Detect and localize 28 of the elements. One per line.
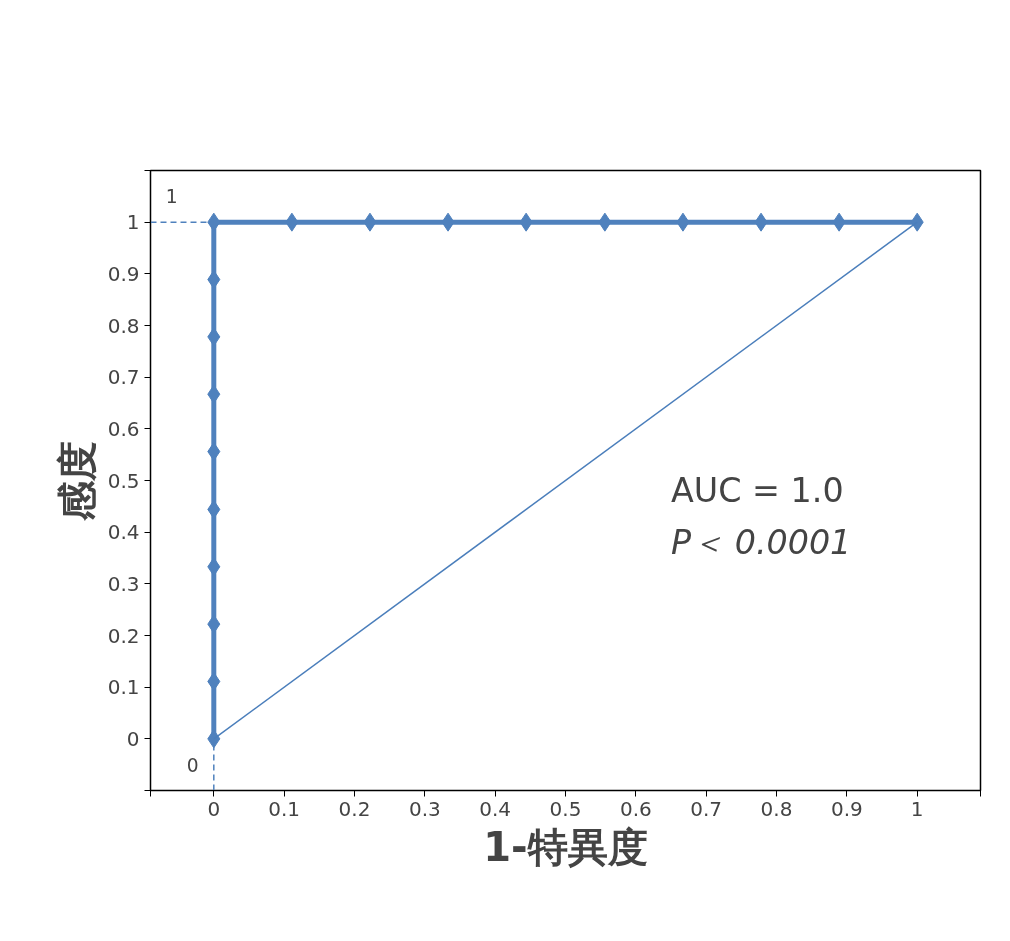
annotation: P＜ 0.0001 [671, 523, 852, 562]
y-tick-label: 0.8 [107, 313, 140, 338]
x-tick-label: 1 [910, 796, 924, 821]
x-tick-label: 0.5 [549, 796, 582, 821]
y-tick-label: 0.7 [107, 365, 140, 390]
y-tick-label: 0.4 [107, 520, 140, 545]
x-tick-label: 0.3 [408, 796, 441, 821]
y-tick-label: 0.5 [107, 468, 140, 493]
y-tick-label: 1 [126, 210, 140, 235]
x-tick-label: 0.9 [830, 796, 863, 821]
y-tick-label: 0.6 [107, 416, 140, 441]
x-tick-label: 0 [207, 796, 221, 821]
y-tick-label: 0.2 [107, 623, 140, 648]
annotation: AUC = 1.0 [671, 471, 844, 511]
x-tick-label: 0.2 [338, 796, 371, 821]
x-axis-title: 1-特異度 [483, 823, 648, 870]
y-tick-label: 0 [126, 726, 140, 751]
y-tick-label: 0.1 [107, 675, 140, 700]
x-tick-label: 0.4 [479, 796, 512, 821]
annotation: 0 [186, 754, 199, 776]
annotation: 1 [165, 186, 178, 208]
y-tick-label: 0.9 [107, 261, 140, 286]
y-tick-label: 0.3 [107, 571, 140, 596]
x-tick-label: 0.6 [619, 796, 652, 821]
y-axis-title: 感度 [53, 440, 100, 522]
x-tick-label: 0.8 [760, 796, 793, 821]
x-tick-label: 0.7 [690, 796, 723, 821]
x-tick-label: 0.1 [268, 796, 301, 821]
